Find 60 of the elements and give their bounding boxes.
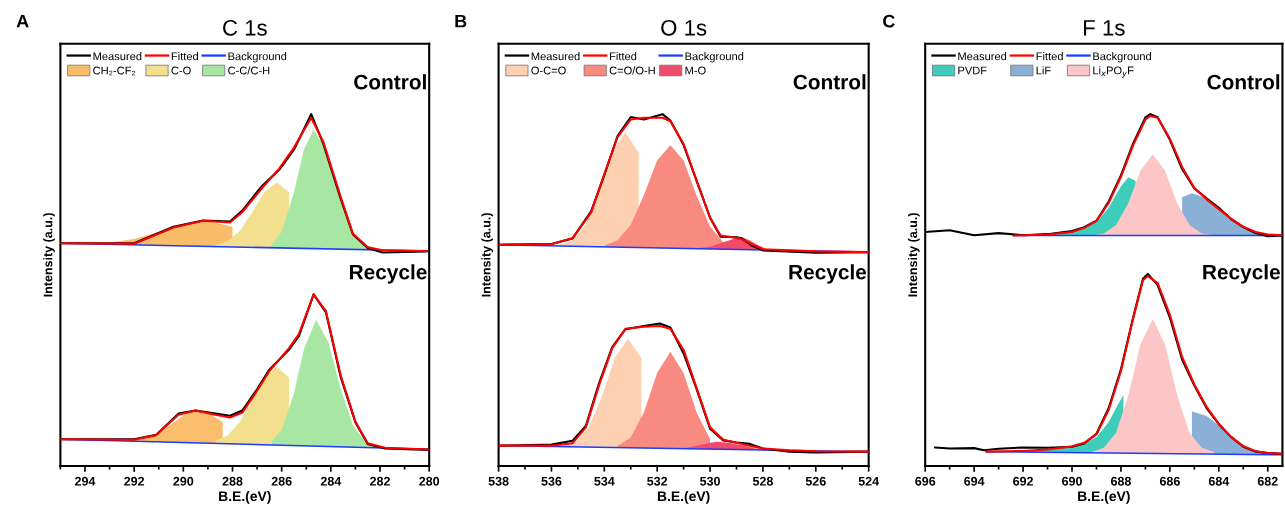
x-tick-label: 684 <box>1208 476 1230 486</box>
x-tick-label: 536 <box>541 476 562 486</box>
legend-label: Measured <box>958 52 1007 61</box>
x-tick-label: 530 <box>700 476 720 486</box>
chart-title: O 1s <box>661 19 707 36</box>
text: B <box>455 14 467 28</box>
y-axis-title: Intensity (a.u.) <box>481 213 494 297</box>
legend-label: Fitted <box>171 52 198 61</box>
x-tick-label: 290 <box>173 476 194 486</box>
x-tick-label: 524 <box>858 476 880 486</box>
x-tick-label: 534 <box>594 476 615 486</box>
x-tick-label: 526 <box>805 476 826 486</box>
legend-label: Background <box>685 52 744 63</box>
x-tick-label: 280 <box>419 476 440 486</box>
x-tick-label: 288 <box>222 476 243 486</box>
y-axis-title: Intensity (a.u.) <box>907 213 920 297</box>
legend-label: Measured <box>93 52 142 61</box>
text: A <box>16 14 29 28</box>
x-tick-label: 284 <box>320 476 342 486</box>
legend-label: C-O <box>171 66 191 75</box>
x-tick-label: 682 <box>1257 476 1278 486</box>
legend-label: Measured <box>531 52 580 61</box>
x-tick-label: 694 <box>964 476 985 486</box>
legend-label: Li$_{x}$PO$_{y}$F <box>1093 66 1134 78</box>
legend-label: C=O/O-H <box>609 66 655 75</box>
legend-label: Fitted <box>610 52 637 61</box>
x-tick-label: 292 <box>124 476 145 486</box>
x-tick-label: 282 <box>370 476 390 486</box>
text: Control <box>354 74 426 90</box>
y-axis-title: Intensity (a.u.) <box>43 213 55 297</box>
legend-label: LiF <box>1036 66 1051 75</box>
legend-label: CH₂-CF₂ <box>93 66 136 76</box>
annotation: Recycle <box>789 264 867 284</box>
legend-label: Fitted <box>1036 52 1063 61</box>
text: Control <box>1207 74 1280 90</box>
text: C <box>883 14 895 28</box>
x-tick-label: 692 <box>1013 476 1033 486</box>
x-axis-title: B.E.(eV) <box>1078 490 1130 504</box>
x-axis-title: B.E.(eV) <box>219 490 271 504</box>
x-tick-label: 686 <box>1159 476 1180 486</box>
x-tick-label: 690 <box>1062 476 1082 486</box>
x-tick-label: 532 <box>647 476 668 486</box>
legend-label: O-C=O <box>531 66 566 75</box>
text: Control <box>793 74 866 90</box>
x-tick-label: 696 <box>915 476 936 486</box>
legend-label: Background <box>228 52 287 63</box>
legend-label: PVDF <box>958 66 987 75</box>
annotation: Recycle <box>349 264 427 284</box>
chart-title: F 1s <box>1084 20 1125 36</box>
annotation: Recycle <box>1203 264 1280 284</box>
legend-label: M-O <box>685 66 706 75</box>
legend-label: Background <box>1093 52 1151 63</box>
x-tick-label: 538 <box>488 476 509 486</box>
x-tick-label: 528 <box>752 476 773 486</box>
x-tick-label: 286 <box>271 476 292 486</box>
x-axis-title: B.E.(eV) <box>657 490 710 504</box>
x-tick-label: 294 <box>74 476 96 486</box>
chart-title: C 1s <box>223 19 267 36</box>
x-tick-label: 688 <box>1110 476 1131 486</box>
legend-label: C-C/C-H <box>228 66 270 75</box>
